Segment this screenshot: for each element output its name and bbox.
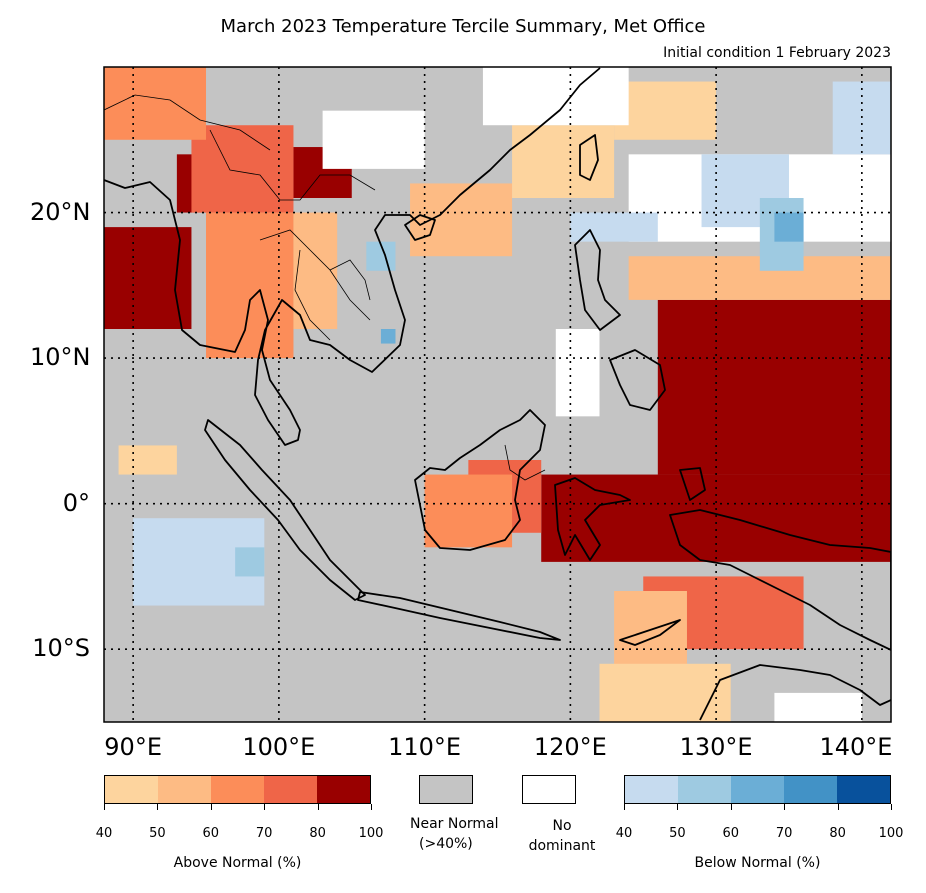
region-above-60-70: [104, 67, 207, 140]
lat-label: 0°: [62, 488, 90, 517]
near-normal-label-line2: (>40%): [419, 836, 473, 852]
colorbar-tickmark: [784, 804, 786, 810]
gridlines: [104, 67, 891, 722]
coast-sumatra: [204, 419, 366, 601]
colorbar-tick-label: 70: [775, 826, 793, 841]
map-title: March 2023 Temperature Tercile Summary, …: [220, 16, 706, 37]
colorbar-segment: [317, 776, 370, 803]
colorbar-tick-label: 70: [255, 826, 273, 841]
colorbar-tickmark: [891, 804, 892, 810]
colorbar-tickmark: [264, 804, 266, 810]
above-normal-label: Above Normal (%): [173, 855, 302, 871]
colorbar-tick-label: 50: [149, 826, 166, 841]
colorbar-tickmark: [837, 804, 839, 810]
colorbar-segment: [264, 776, 317, 803]
colorbar-segment: [158, 776, 211, 803]
coast-philippines-luzon: [574, 229, 621, 331]
colorbar-tick-label: 60: [722, 826, 740, 841]
lon-label: 130°E: [679, 733, 753, 761]
region-below-50-60: [235, 547, 265, 577]
region-above-80-100: [657, 299, 891, 475]
region-above-50-60: [410, 183, 513, 257]
colorbar-tick-label: 40: [615, 826, 633, 841]
colorbar-tickmark: [677, 804, 679, 810]
coast-halmahera: [679, 467, 706, 501]
country-borders: [104, 94, 546, 481]
region-no-dominant: [482, 67, 629, 126]
colorbar-segment: [837, 776, 890, 803]
region-above-40-50: [614, 81, 717, 140]
map-frame: [103, 66, 892, 723]
no-dominant-swatch: [522, 775, 576, 804]
coast-taiwan: [579, 134, 599, 181]
coast-new-guinea: [669, 509, 891, 651]
region-no-dominant: [555, 329, 600, 417]
coast-mainland: [104, 67, 601, 446]
colorbar-tick-label: 80: [829, 826, 846, 841]
lon-label: 110°E: [388, 733, 462, 761]
region-below-40-50: [570, 212, 658, 242]
colorbar-tickmark: [371, 804, 372, 810]
colorbar-segment: [105, 776, 158, 803]
above-normal-colorbar: [104, 775, 371, 804]
region-above-60-70: [206, 212, 294, 359]
below-normal-colorbar: [624, 775, 891, 804]
lon-label: 140°E: [819, 733, 893, 761]
region-below-60-70: [774, 212, 804, 242]
colorbar-tick-label: 80: [309, 826, 326, 841]
coast-timor: [619, 619, 681, 646]
region-below-60-70: [380, 329, 396, 344]
region-above-70-80: [191, 125, 294, 213]
colorbar-tick-label: 50: [669, 826, 686, 841]
colorbar-tickmark: [317, 804, 319, 810]
lon-label: 90°E: [104, 733, 162, 761]
lat-label: 10°N: [30, 343, 91, 372]
coast-borneo: [414, 409, 546, 551]
no-dominant-label-line2: dominant: [528, 838, 596, 854]
colorbar-tick-label: 100: [358, 826, 384, 841]
coastlines: [104, 67, 891, 721]
coast-australia: [699, 664, 891, 721]
colorbar-tickmark: [157, 804, 159, 810]
map-subtitle: Initial condition 1 February 2023: [663, 45, 891, 61]
colorbar-tickmark: [104, 804, 105, 810]
lat-label: 10°S: [32, 634, 90, 663]
region-no-dominant: [774, 692, 862, 722]
coast-hainan: [404, 214, 436, 241]
tercile-regions: [104, 67, 891, 722]
lon-label: 120°E: [533, 733, 607, 761]
colorbar-segment: [678, 776, 731, 803]
near-normal-swatch: [419, 775, 473, 804]
lat-label: 20°N: [30, 197, 91, 226]
colorbar-segment: [625, 776, 678, 803]
region-above-50-60: [293, 212, 338, 329]
no-dominant-label-line1: No: [552, 818, 572, 834]
colorbar-tick-label: 40: [95, 826, 113, 841]
region-above-40-50: [118, 445, 177, 475]
colorbar-segment: [211, 776, 264, 803]
coast-sulawesi: [554, 477, 631, 561]
colorbar-segment: [784, 776, 837, 803]
region-above-60-70: [424, 474, 513, 548]
lon-label: 100°E: [242, 733, 316, 761]
coast-java: [357, 591, 561, 641]
region-above-40-50: [599, 663, 731, 722]
colorbar-tick-label: 100: [878, 826, 904, 841]
colorbar-tickmark: [730, 804, 732, 810]
below-normal-label: Below Normal (%): [694, 855, 821, 871]
colorbar-tick-label: 60: [202, 826, 220, 841]
colorbar-segment: [731, 776, 784, 803]
coast-mindanao: [609, 349, 666, 411]
region-no-dominant: [322, 110, 425, 169]
near-normal-label-line1: Near Normal: [410, 816, 499, 832]
colorbar-tickmark: [624, 804, 625, 810]
colorbar-tickmark: [210, 804, 212, 810]
